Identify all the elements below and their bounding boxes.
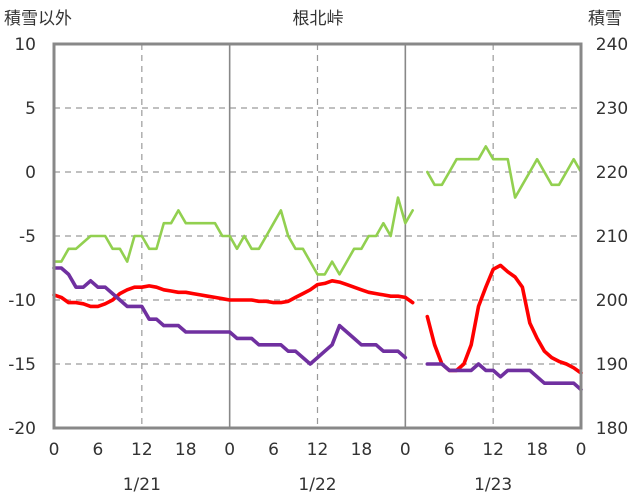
y-left-tick-label: 0 xyxy=(25,163,36,183)
series-line xyxy=(425,263,583,375)
y-right-tick-label: 230 xyxy=(596,99,628,119)
y-left-tick-label: -5 xyxy=(19,227,36,247)
x-hour-tick-label: 6 xyxy=(444,440,455,460)
y-right-tick-label: 210 xyxy=(596,227,628,247)
y-left-tick-label: -20 xyxy=(8,419,36,439)
x-hour-tick-label: 6 xyxy=(93,440,104,460)
x-hour-tick-label: 0 xyxy=(224,440,235,460)
x-hour-tick-label: 18 xyxy=(351,440,373,460)
x-hour-tick-label: 12 xyxy=(482,440,504,460)
plot-frame xyxy=(52,42,583,430)
y-right-tick-label: 200 xyxy=(596,291,628,311)
chart-title: 根北峠 xyxy=(293,9,344,29)
series-line xyxy=(52,196,415,276)
right-axis-label: 積雪 xyxy=(588,9,622,29)
x-hour-tick-label: 18 xyxy=(526,440,548,460)
x-day-label: 1/22 xyxy=(298,475,336,495)
series-line xyxy=(52,266,408,366)
y-right-tick-label: 180 xyxy=(596,419,628,439)
x-hour-tick-label: 12 xyxy=(131,440,153,460)
y-right-tick-label: 240 xyxy=(596,35,628,55)
series-line xyxy=(52,278,415,309)
series-line xyxy=(425,362,583,392)
x-hour-tick-label: 18 xyxy=(175,440,197,460)
grid xyxy=(54,44,581,428)
left-axis-label: 積雪以外 xyxy=(4,9,72,29)
y-left-tick-label: 5 xyxy=(25,99,36,119)
x-hour-tick-label: 12 xyxy=(307,440,329,460)
x-hour-tick-label: 0 xyxy=(400,440,411,460)
x-hour-tick-label: 0 xyxy=(49,440,60,460)
x-day-label: 1/21 xyxy=(123,475,161,495)
y-left-tick-label: -10 xyxy=(8,291,36,311)
y-right-tick-label: 190 xyxy=(596,355,628,375)
series-line xyxy=(425,145,583,199)
y-right-tick-label: 220 xyxy=(596,163,628,183)
y-left-tick-label: -15 xyxy=(8,355,36,375)
x-hour-tick-label: 0 xyxy=(576,440,587,460)
x-hour-tick-label: 6 xyxy=(268,440,279,460)
series-layer xyxy=(52,145,583,392)
x-day-label: 1/23 xyxy=(474,475,512,495)
y-left-tick-label: 10 xyxy=(14,35,36,55)
